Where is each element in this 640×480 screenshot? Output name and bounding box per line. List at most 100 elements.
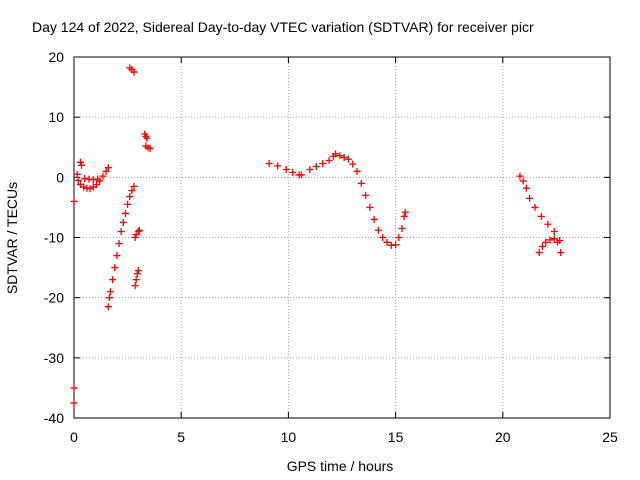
series-arc5 [141, 130, 154, 152]
data-point [130, 182, 138, 190]
data-point [119, 218, 127, 226]
x-tick-label: 15 [388, 429, 404, 445]
data-point [535, 249, 543, 257]
data-point [113, 252, 121, 260]
x-tick-label: 25 [602, 429, 618, 445]
series-arc3 [126, 64, 138, 76]
data-point [131, 234, 139, 241]
data-point [146, 144, 154, 152]
data-point [537, 212, 545, 220]
data-point [94, 175, 102, 183]
data-point [550, 227, 558, 235]
series-arc1 [73, 164, 112, 193]
data-point [332, 150, 340, 158]
data-point [544, 220, 552, 228]
grid [74, 57, 610, 418]
y-tick-label: -30 [44, 350, 64, 366]
data-point [522, 184, 530, 192]
data-point [133, 270, 141, 278]
x-tick-label: 5 [177, 429, 185, 445]
data-point [105, 294, 113, 302]
data-point [115, 240, 123, 248]
y-tick-label: 0 [56, 169, 64, 185]
series-arc4 [131, 226, 143, 290]
data-point [297, 171, 305, 179]
data-point [550, 235, 558, 243]
y-tick-label: -10 [44, 230, 64, 246]
data-point [126, 193, 134, 201]
y-axis-label: SDTVAR / TECUs [4, 182, 20, 294]
chart-title: Day 124 of 2022, Sidereal Day-to-day VTE… [32, 19, 534, 35]
data-point [366, 203, 374, 211]
x-tick-label: 10 [281, 429, 297, 445]
data-point [340, 153, 348, 161]
data-point [143, 134, 151, 142]
data-point [70, 197, 78, 205]
data-point [70, 384, 78, 392]
data-point [362, 191, 370, 199]
data-point [374, 226, 382, 234]
data-point [70, 399, 78, 407]
data-point [319, 159, 327, 167]
x-tick-label: 20 [495, 429, 511, 445]
data-point [398, 224, 406, 232]
series-arc6 [265, 150, 409, 249]
data-point [74, 176, 82, 184]
data-point [109, 276, 117, 284]
data-point [553, 238, 561, 246]
data-point [135, 226, 143, 234]
data-point [265, 159, 273, 167]
data-point [336, 152, 344, 160]
data-point [400, 212, 408, 220]
data-point [282, 166, 290, 174]
data-point [117, 227, 125, 235]
data-point [289, 169, 297, 177]
data-point [134, 227, 142, 235]
x-tick-label: 0 [70, 429, 78, 445]
data-point [538, 243, 546, 251]
data-point [124, 200, 132, 208]
data-point [392, 241, 400, 249]
data-point [102, 167, 110, 175]
data-point [99, 172, 107, 180]
data-point [557, 249, 565, 257]
data-point [111, 264, 119, 272]
data-point [344, 155, 352, 163]
data-point [526, 194, 534, 202]
y-tick-label: 10 [48, 109, 64, 125]
data-point [516, 172, 524, 180]
x-axis-label: GPS time / hours [287, 458, 394, 474]
data-point [78, 161, 86, 169]
data-point [370, 215, 378, 223]
data-point [73, 170, 81, 178]
data-point [395, 234, 403, 241]
data-point [128, 187, 136, 195]
data-point [383, 238, 391, 246]
data-point [93, 181, 101, 189]
data-point [379, 234, 387, 241]
data-point [357, 179, 365, 187]
series-arc7 [516, 172, 565, 257]
y-tick-label: 20 [48, 49, 64, 65]
y-tick-label: -20 [44, 290, 64, 306]
data-point [134, 267, 142, 275]
data-point [121, 209, 129, 217]
data-point [519, 177, 527, 185]
data-point [106, 288, 114, 296]
data-point [306, 166, 314, 174]
y-tick-label: -40 [44, 410, 64, 426]
data-point [130, 68, 138, 76]
data-point [104, 303, 112, 311]
axis-ticks: 0 5 10 15 20 25 -40 -30 -20 -10 0 10 20 [44, 49, 618, 445]
data-point [80, 183, 88, 191]
data-point [131, 282, 139, 290]
data-point [401, 208, 409, 216]
data-point [542, 238, 550, 246]
data-point [353, 167, 361, 175]
data-point [546, 236, 554, 244]
data-point [531, 203, 539, 211]
data-point [132, 276, 140, 284]
data-point [274, 162, 282, 170]
data-point [312, 163, 320, 171]
